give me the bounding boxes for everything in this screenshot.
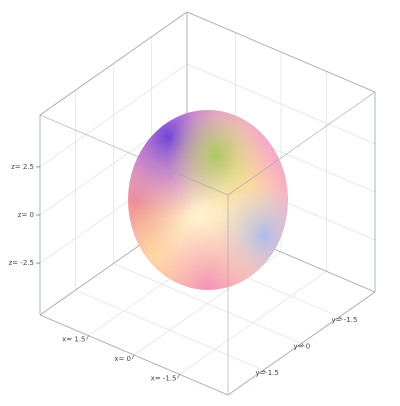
x-tick-label: x= 0 — [114, 355, 131, 363]
z-tick-label: z= 2.5 — [11, 163, 34, 171]
cube-edge — [186, 11, 376, 93]
front-edges: z= 2.5 z= 0 z= -2.5 x= 1.5 x= 0 x= -1.5 y= -1.… — [9, 91, 376, 395]
tick-mark — [131, 354, 135, 360]
grid-line — [75, 289, 264, 371]
ellipsoid-surface — [128, 110, 288, 290]
grid-line — [113, 263, 302, 344]
surface-shade — [128, 110, 288, 290]
z-tick-label: z= -2.5 — [9, 259, 34, 267]
x-tick-label: x= 1.5 — [62, 336, 85, 344]
cube-edge — [39, 114, 229, 196]
y-tick-label: y= -1.5 — [332, 316, 358, 324]
cube-edge — [39, 11, 188, 116]
tick-mark — [301, 343, 305, 347]
tick-mark — [263, 369, 267, 374]
tick-mark — [339, 316, 343, 321]
cube-edge — [227, 91, 376, 196]
tick-mark — [86, 335, 89, 340]
z-tick-label: z= 0 — [18, 211, 34, 219]
y-tick-label: y= 1.5 — [255, 369, 278, 377]
y-tick-label: y= 0 — [294, 343, 311, 351]
tick-mark — [177, 374, 180, 379]
x-tick-label: x= -1.5 — [151, 374, 177, 382]
